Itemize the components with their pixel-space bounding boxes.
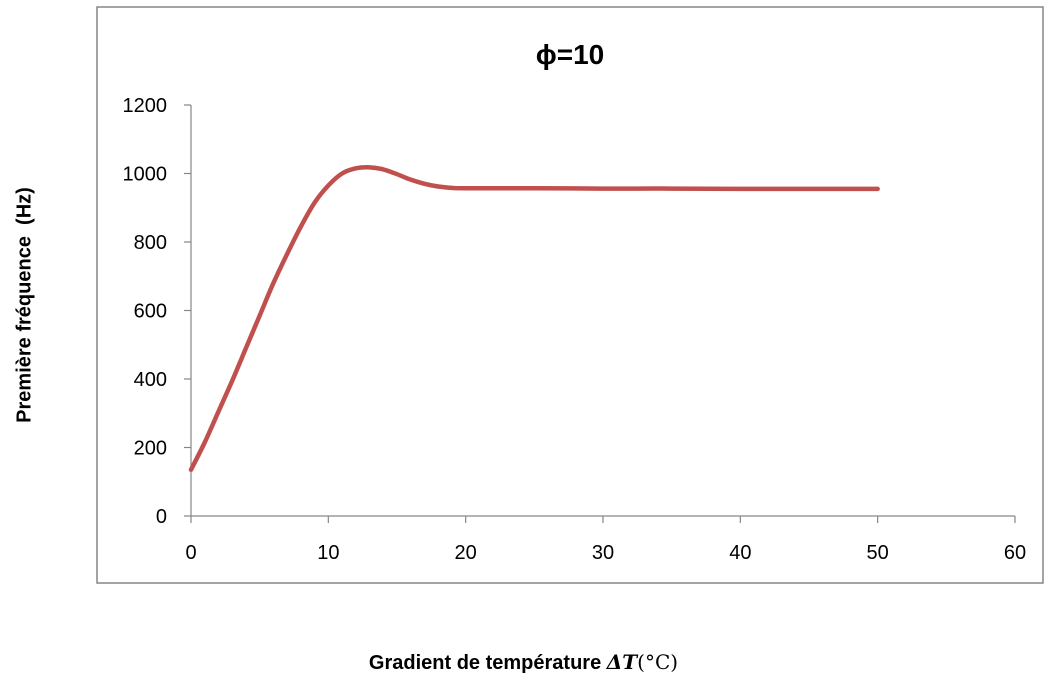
x-axis-title-unit: (°C) (637, 650, 679, 674)
y-tick-label: 1200 (123, 95, 168, 117)
x-axis-title-symbol: ΔT (606, 650, 638, 674)
y-tick-label: 200 (134, 438, 167, 460)
y-axis-title: Première fréquence (Hz) (13, 187, 36, 423)
x-axis-title-math: ΔT(°C) (607, 650, 678, 674)
y-tick-label: 0 (156, 506, 167, 528)
y-tick-label: 600 (134, 301, 167, 323)
series-line (188, 165, 880, 473)
x-tick-label: 60 (1004, 542, 1026, 564)
x-axis-title: Gradient de température ΔT(°C) (0, 650, 1047, 675)
y-axis-title-container: Première fréquence (Hz) (0, 0, 50, 686)
x-tick-label: 20 (455, 542, 477, 564)
axes: 0 200 400 600 800 1000 1200 0 10 20 30 40 50 60 (123, 95, 1027, 564)
series-layer (188, 165, 880, 473)
x-axis-title-text: Gradient de température (368, 652, 607, 674)
x-tick-label: 40 (729, 542, 751, 564)
x-tick-label: 30 (592, 542, 614, 564)
y-tick-label: 400 (134, 369, 167, 391)
y-tick-label: 800 (134, 232, 167, 254)
chart-title: ϕ=10 (536, 39, 604, 70)
x-tick-label: 0 (185, 542, 196, 564)
y-tick-label: 1000 (123, 164, 168, 186)
x-tick-label: 10 (317, 542, 339, 564)
chart-area-border (96, 6, 1044, 584)
x-tick-label: 50 (867, 542, 889, 564)
